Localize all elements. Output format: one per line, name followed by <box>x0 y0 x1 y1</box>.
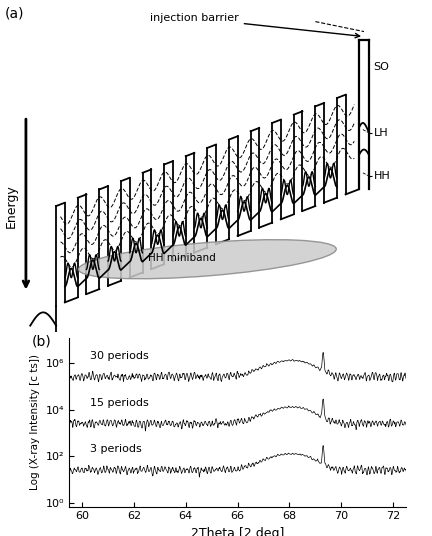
Text: HH: HH <box>374 171 391 181</box>
Text: 3 periods: 3 periods <box>90 444 142 455</box>
Text: injection barrier: injection barrier <box>150 13 360 38</box>
Ellipse shape <box>79 240 336 279</box>
Y-axis label: Log (X-ray Intensity [c ts]): Log (X-ray Intensity [c ts]) <box>30 354 40 490</box>
Text: 30 periods: 30 periods <box>90 351 149 361</box>
Text: 15 periods: 15 periods <box>90 398 149 408</box>
Text: (b): (b) <box>32 334 52 348</box>
Text: HH miniband: HH miniband <box>148 252 215 263</box>
Text: (a): (a) <box>4 6 24 21</box>
Text: Energy: Energy <box>4 184 17 228</box>
Text: SO: SO <box>374 62 390 72</box>
X-axis label: 2Theta [2 deg]: 2Theta [2 deg] <box>191 527 284 536</box>
Text: LH: LH <box>374 128 388 138</box>
